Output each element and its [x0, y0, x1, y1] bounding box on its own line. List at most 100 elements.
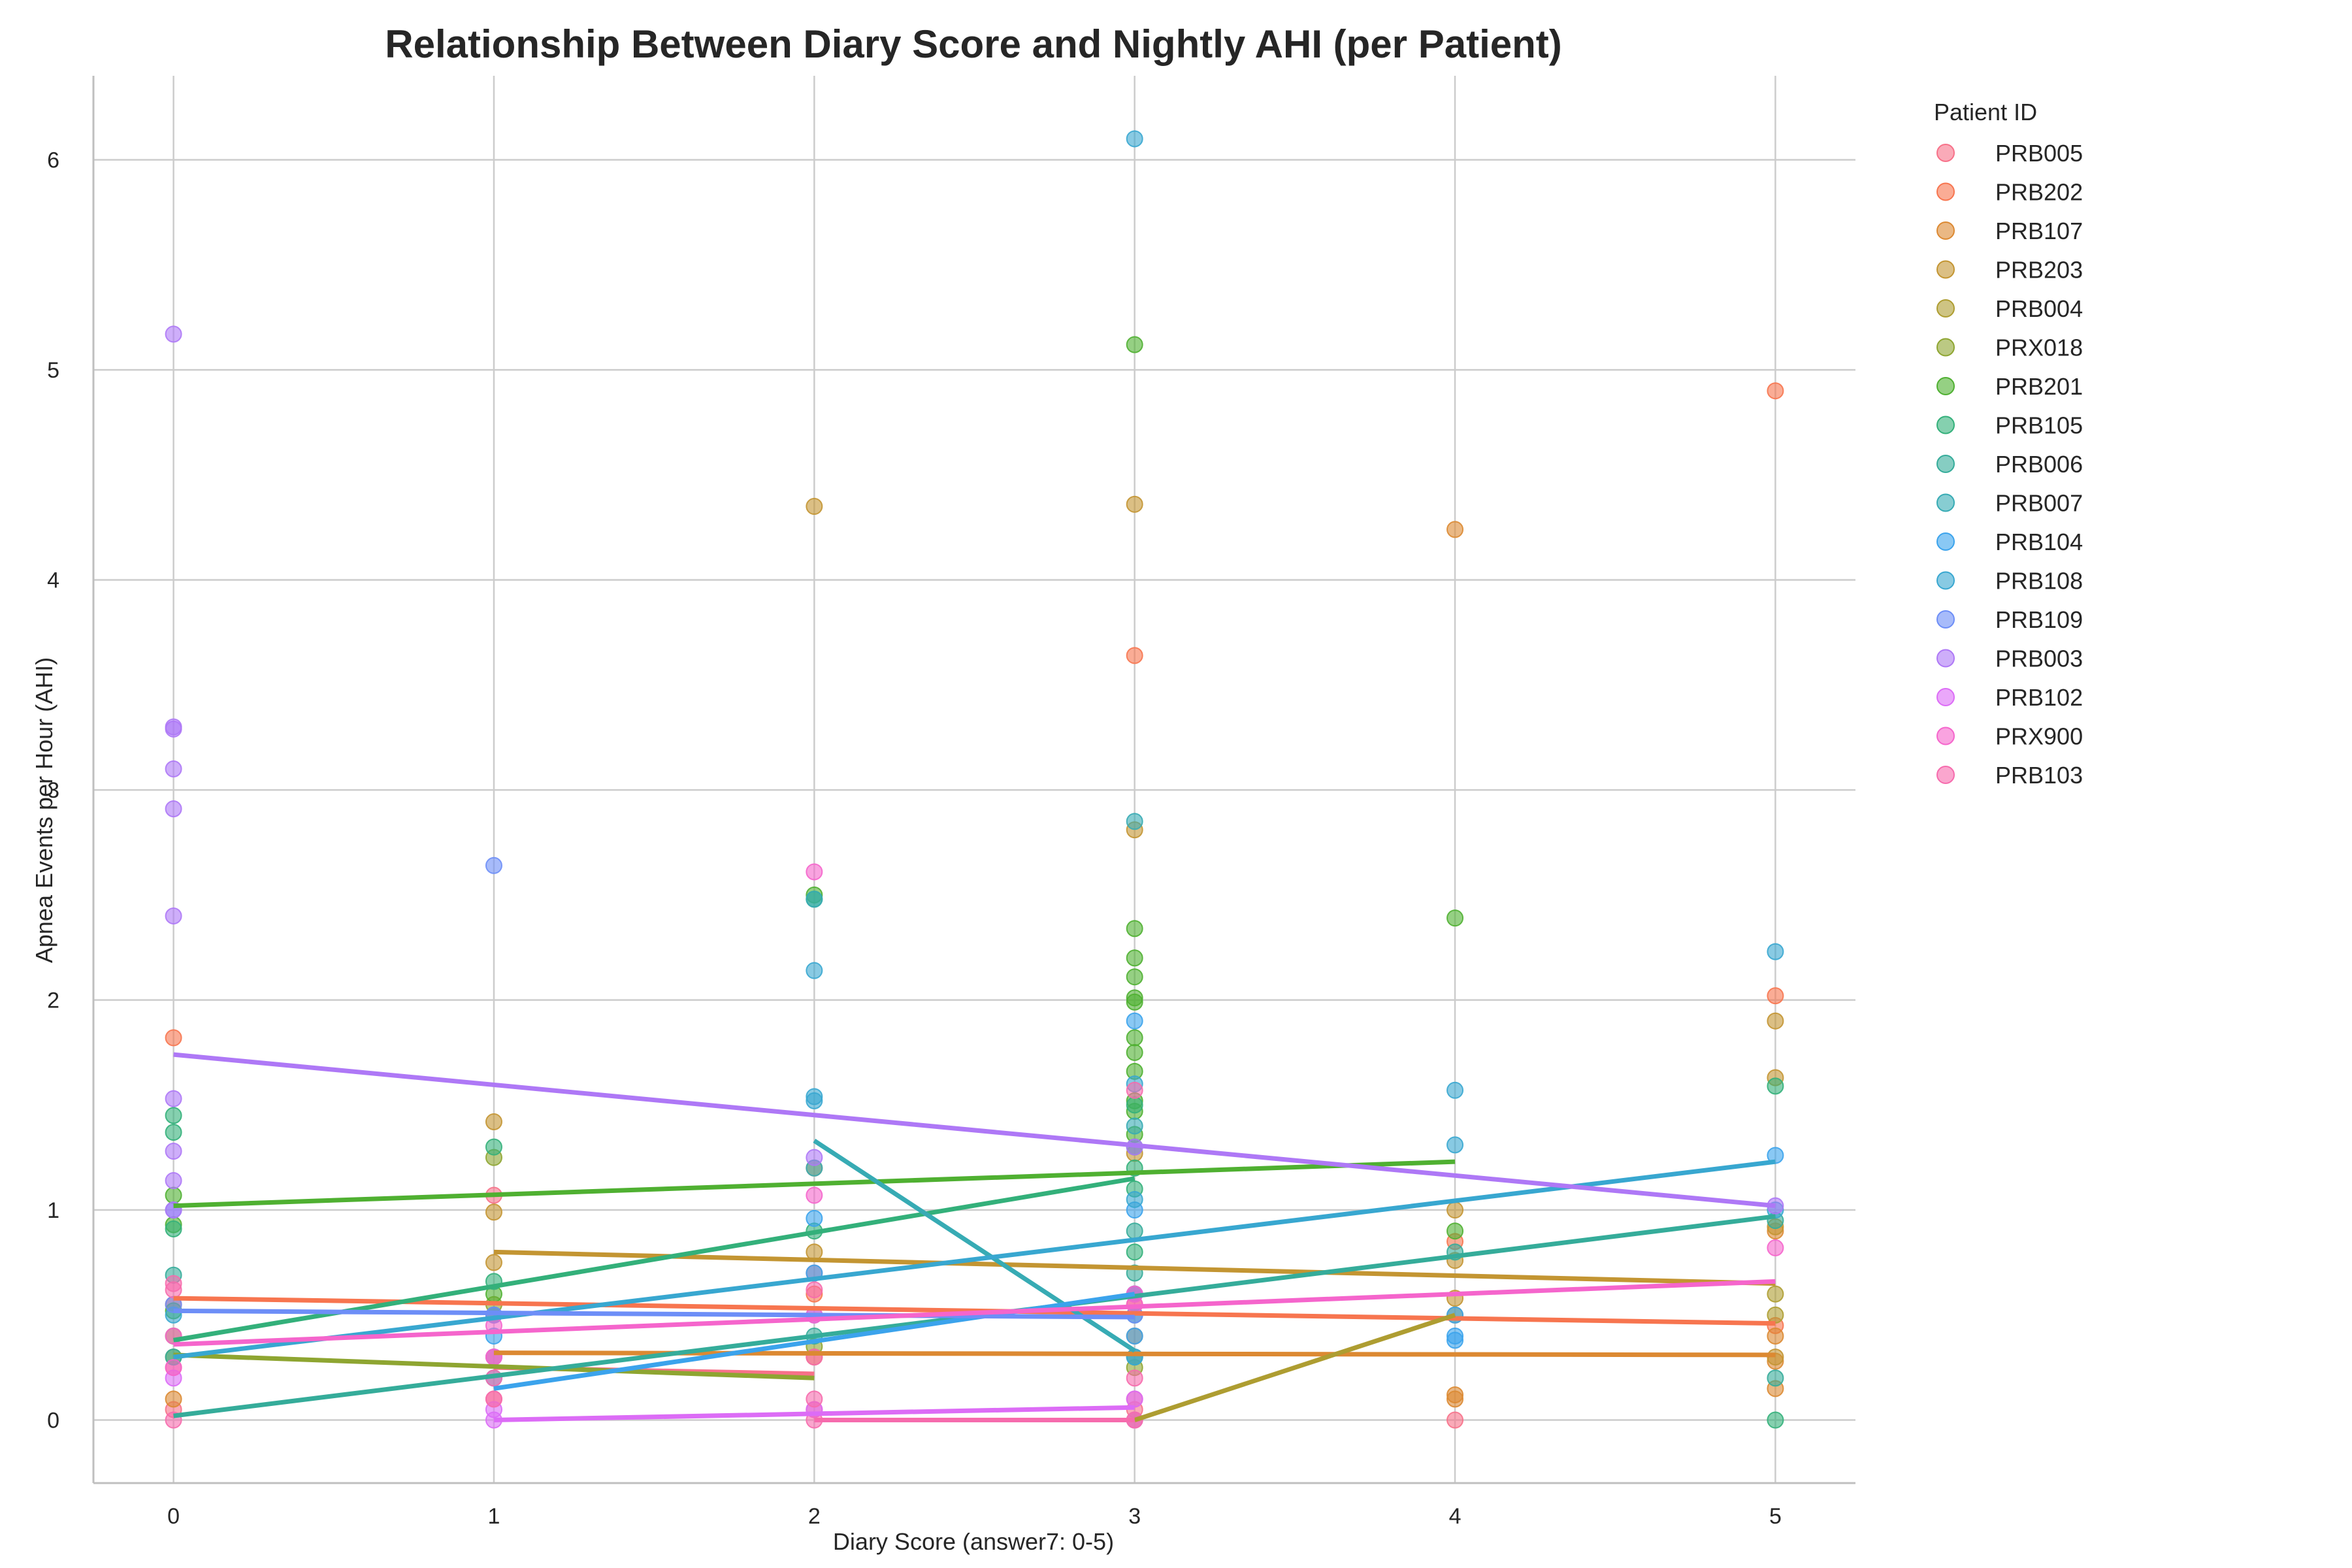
- point-prb105-11: [1126, 1243, 1143, 1261]
- point-prb201-10: [1126, 993, 1143, 1011]
- legend-label-prb202: PRB202: [1995, 179, 2083, 206]
- point-prb203-9: [1446, 1201, 1464, 1219]
- legend-marker-prb104: [1936, 532, 1955, 551]
- x-tick-label-4: 4: [1449, 1504, 1462, 1529]
- legend-marker-prb007: [1936, 493, 1955, 512]
- fit-line-prb102: [493, 1405, 1135, 1423]
- point-prb201-5: [1126, 336, 1143, 353]
- point-prb103-7: [806, 1390, 823, 1408]
- point-prb108-4: [806, 1092, 823, 1109]
- point-prb103-2: [165, 1281, 182, 1299]
- point-prb201-18: [1446, 1222, 1464, 1240]
- fit-line-prb108: [173, 1159, 1776, 1360]
- legend: Patient ID PRB005 PRB202 PRB107 PRB203 PRB00…: [1934, 99, 2083, 789]
- fit-line-prb109: [173, 1308, 1135, 1320]
- legend-marker-prb103: [1936, 766, 1955, 784]
- y-tick-label-0: 0: [47, 1409, 59, 1433]
- point-prb007-2: [1126, 813, 1143, 830]
- point-prx900-4: [806, 863, 823, 881]
- point-prb107-8: [1446, 1390, 1464, 1408]
- x-tick-label-0: 0: [167, 1504, 180, 1529]
- legend-label-prb108: PRB108: [1995, 568, 2083, 595]
- point-prb108-8: [1126, 1348, 1143, 1366]
- point-prb003-6: [165, 1090, 182, 1107]
- point-prb203-3: [806, 498, 823, 515]
- point-prb104-1: [806, 1209, 823, 1227]
- legend-label-prb007: PRB007: [1995, 490, 2083, 517]
- chart-title: Relationship Between Diary Score and Nig…: [385, 22, 1561, 66]
- x-axis-label: Diary Score (answer7: 0-5): [833, 1528, 1114, 1555]
- point-prb202-7: [1767, 382, 1784, 400]
- legend-label-prb105: PRB105: [1995, 412, 2083, 439]
- fit-line-prx900: [173, 1279, 1776, 1347]
- point-prb105-1: [165, 1124, 182, 1141]
- x-tick-label-5: 5: [1769, 1504, 1782, 1529]
- point-prb003-11: [806, 1149, 823, 1166]
- point-prb006-9: [1767, 1369, 1784, 1387]
- point-prb003-4: [165, 800, 182, 818]
- point-prb104-5: [1126, 1327, 1143, 1345]
- legend-label-prb006: PRB006: [1995, 451, 2083, 478]
- legend-title: Patient ID: [1934, 99, 2037, 125]
- point-prb103-3: [485, 1390, 502, 1408]
- fit-line-prb004: [1134, 1313, 1456, 1422]
- point-prb201-0: [165, 1186, 182, 1204]
- point-prb005-8: [1446, 1411, 1464, 1429]
- point-prb102-4: [1126, 1390, 1143, 1408]
- legend-label-prb003: PRB003: [1995, 645, 2083, 672]
- y-tick-label-1: 1: [47, 1198, 59, 1223]
- point-prb003-5: [165, 907, 182, 924]
- data-points: [165, 130, 1784, 1429]
- x-tick-label-1: 1: [487, 1504, 500, 1529]
- point-prb201-8: [1126, 968, 1143, 986]
- legend-marker-prb105: [1936, 416, 1955, 434]
- point-prb108-9: [1446, 1081, 1464, 1099]
- point-prb105-13: [1767, 1411, 1784, 1429]
- point-prb103-10: [1126, 1369, 1143, 1387]
- fit-line-prb003: [173, 1052, 1776, 1209]
- point-prb203-2: [485, 1254, 502, 1271]
- point-prb203-5: [1126, 495, 1143, 513]
- point-prb201-7: [1126, 949, 1143, 967]
- point-prb003-7: [165, 1143, 182, 1160]
- point-prb103-9: [1126, 1081, 1143, 1099]
- x-tick-label-2: 2: [808, 1504, 821, 1529]
- point-prb105-0: [165, 1107, 182, 1124]
- point-prb105-2: [165, 1220, 182, 1237]
- tick-labels: 0 1 2 3 4 5 0 1 2 3 4 5 6: [47, 148, 1782, 1529]
- point-prb109-2: [485, 857, 502, 874]
- point-prb003-2: [165, 720, 182, 738]
- point-prb203-12: [1767, 1012, 1784, 1030]
- point-prb105-12: [1767, 1077, 1784, 1095]
- regression-lines: [173, 1052, 1776, 1423]
- fit-line-prb201: [173, 1159, 1456, 1209]
- y-axis-label: Apnea Events per Hour (AHI): [31, 657, 57, 963]
- point-prb203-1: [485, 1203, 502, 1221]
- legend-label-prx018: PRX018: [1995, 335, 2083, 361]
- point-prb105-7: [1126, 1096, 1143, 1114]
- legend-label-prb004: PRB004: [1995, 295, 2083, 322]
- legend-marker-prb005: [1936, 144, 1955, 162]
- axes: [92, 76, 1855, 1484]
- legend-marker-prb108: [1936, 571, 1955, 590]
- point-prb201-17: [1446, 909, 1464, 927]
- legend-label-prb201: PRB201: [1995, 373, 2083, 400]
- legend-label-prb102: PRB102: [1995, 684, 2083, 711]
- point-prx900-1: [165, 1359, 182, 1377]
- point-prb105-3: [485, 1138, 502, 1156]
- legend-marker-prb003: [1936, 649, 1955, 668]
- legend-label-prb107: PRB107: [1995, 218, 2083, 244]
- legend-label-prx900: PRX900: [1995, 723, 2083, 750]
- legend-marker-prb102: [1936, 688, 1955, 706]
- fit-line-prb203: [493, 1249, 1776, 1286]
- legend-marker-prb004: [1936, 299, 1955, 318]
- point-prb107-10: [1767, 1327, 1784, 1345]
- legend-marker-prb202: [1936, 182, 1955, 201]
- point-prb108-10: [1446, 1136, 1464, 1154]
- point-prb201-6: [1126, 920, 1143, 938]
- point-prb003-3: [165, 760, 182, 777]
- point-prb107-6: [1446, 521, 1464, 538]
- y-tick-label-3: 3: [47, 778, 59, 803]
- point-prx900-9: [1767, 1239, 1784, 1256]
